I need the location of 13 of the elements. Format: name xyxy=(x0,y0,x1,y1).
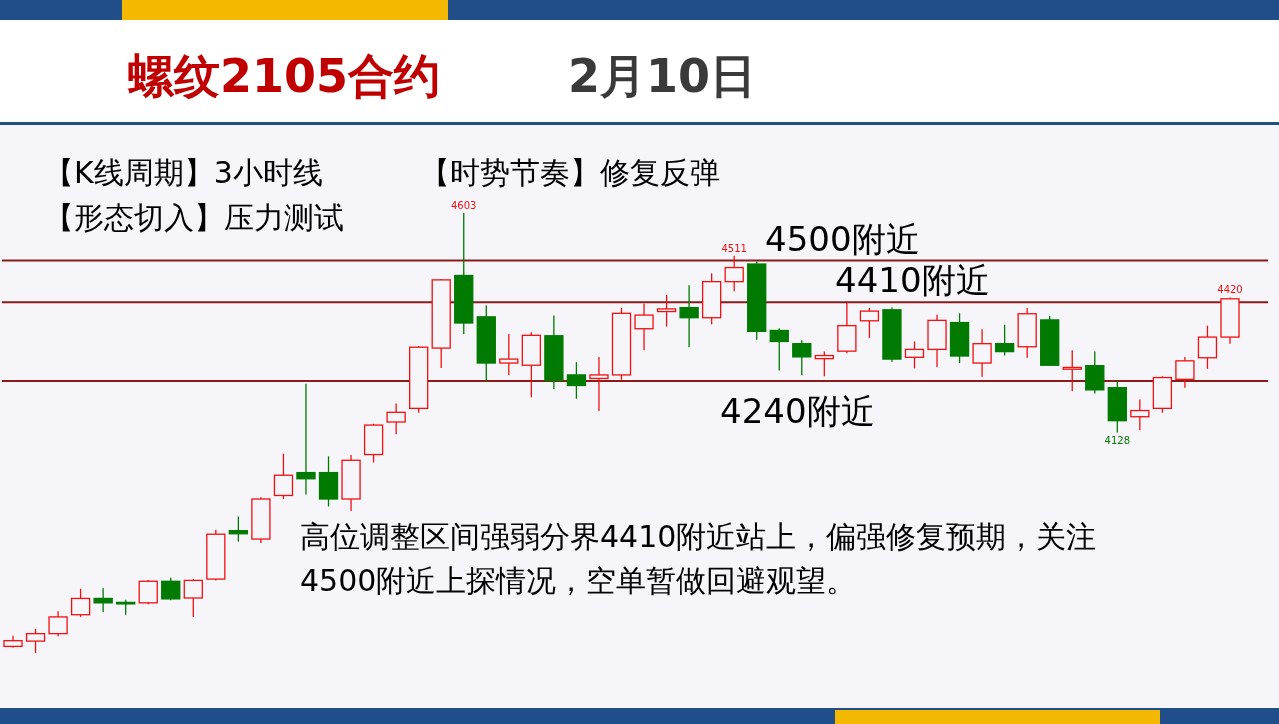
ref-label: 4240附近 xyxy=(720,390,875,434)
ref-label: 4410附近 xyxy=(835,259,990,303)
title: 螺纹2105合约 xyxy=(128,48,441,105)
annotation: 【K线周期】3小时线 xyxy=(44,154,323,192)
annotation: 4603 xyxy=(451,200,477,211)
subtitle: 2月10日 xyxy=(568,48,757,105)
annotation: 4128 xyxy=(1104,434,1131,446)
annotation: 4420 xyxy=(1217,284,1243,296)
annotation: 4511 xyxy=(721,242,747,254)
ref-label: 4500附近 xyxy=(765,217,920,261)
annotation: 高位调整区间强弱分界4410附近站上，偏强修复预期，关注4500附近上探情况，空单暂做回避观望。 xyxy=(300,518,1098,600)
annotation: 【形态切入】压力测试 xyxy=(44,199,344,237)
annotation: 【时势节奏】修复反弹 xyxy=(420,154,720,192)
